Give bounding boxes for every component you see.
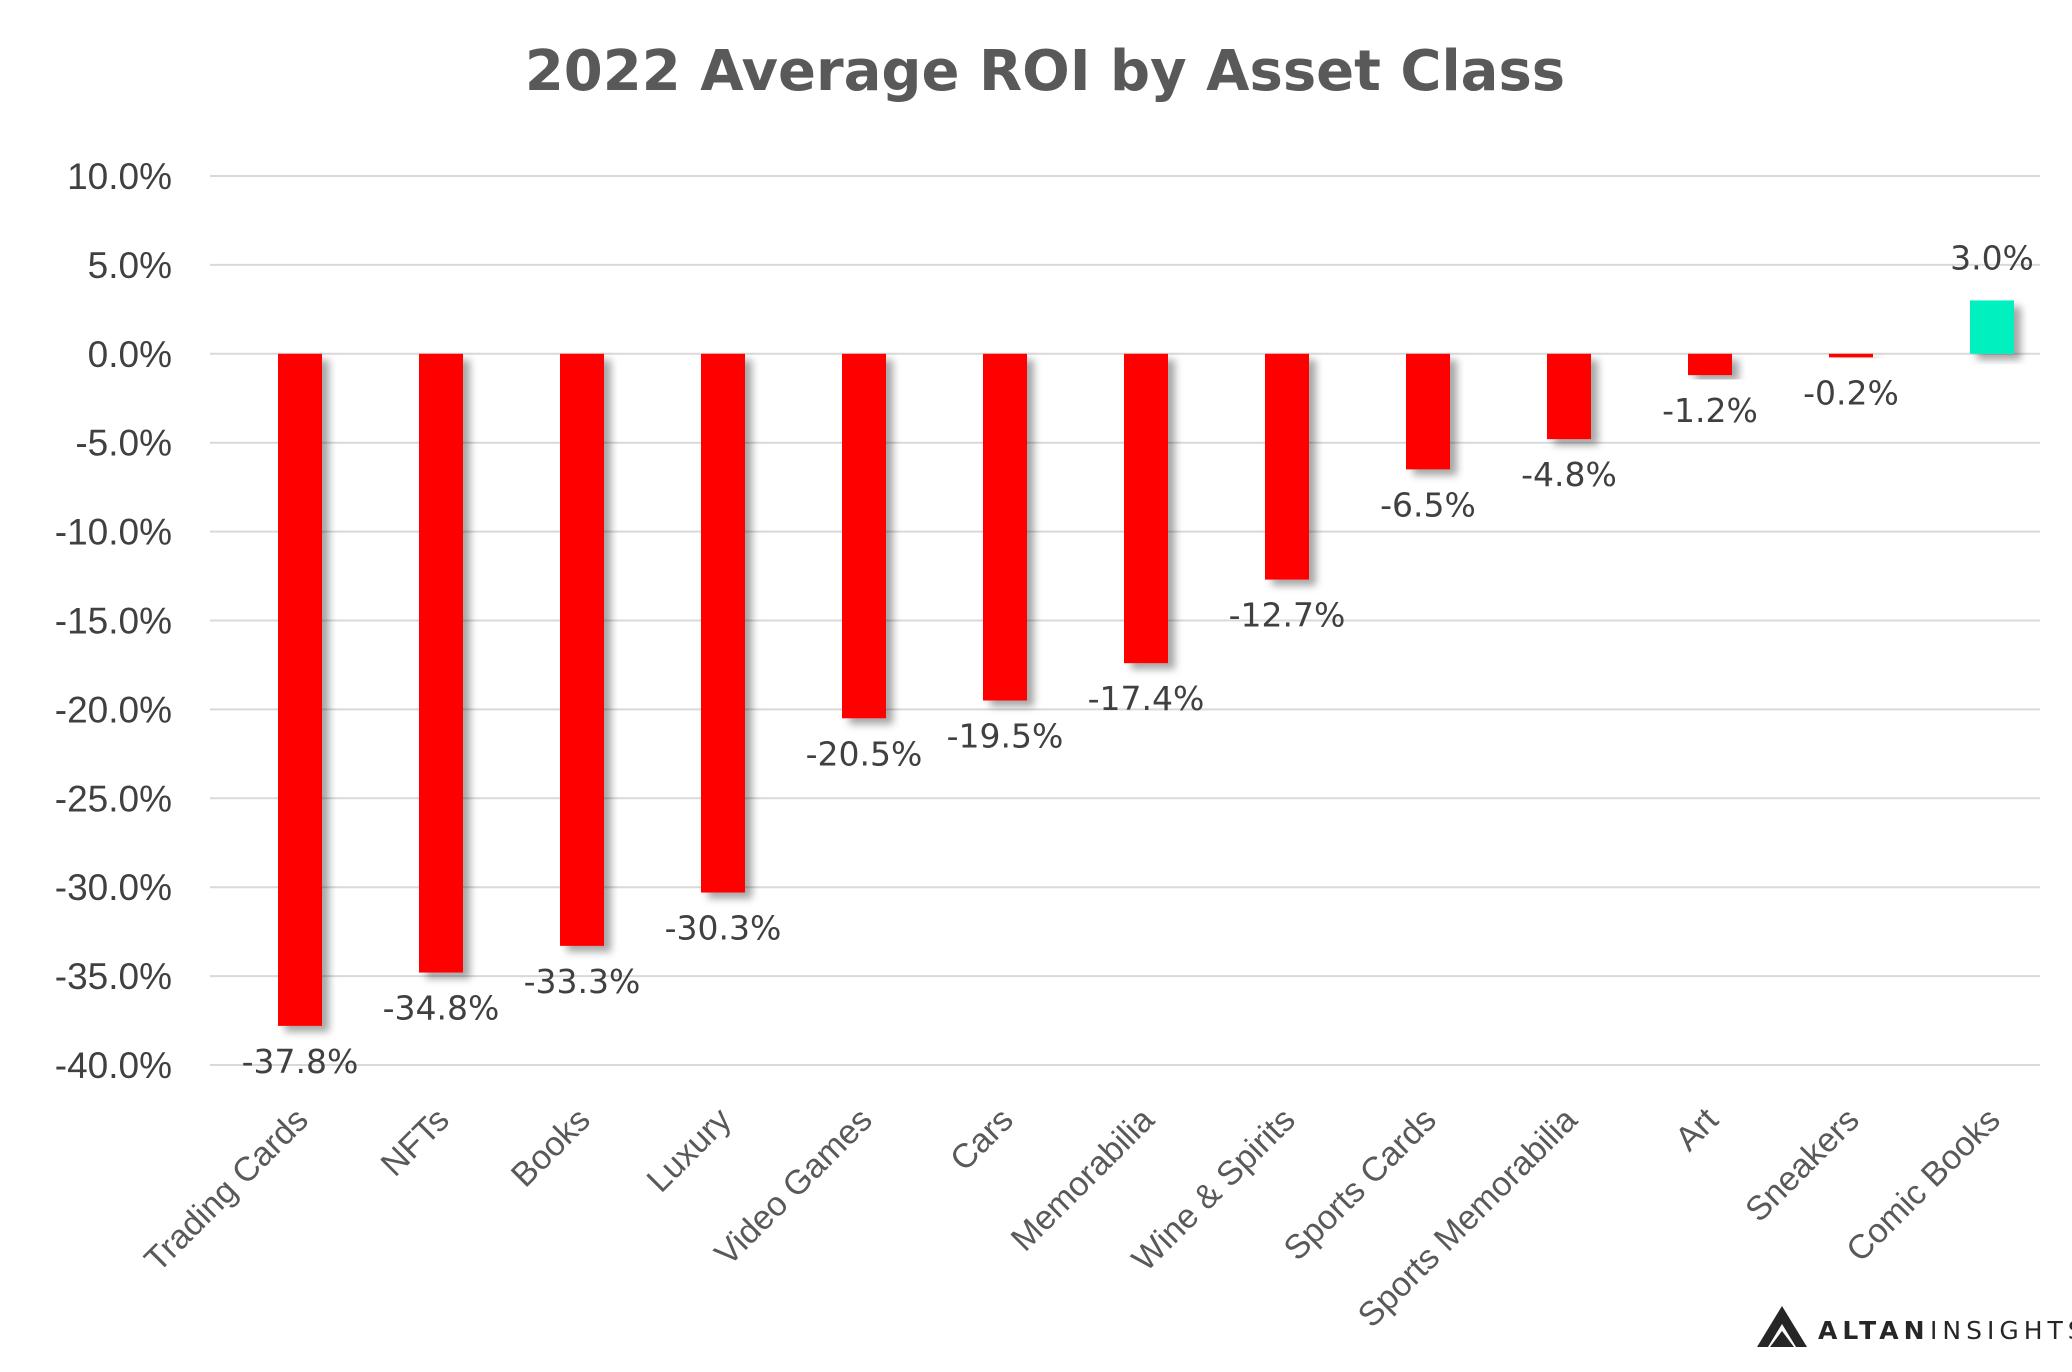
data-label: -33.3%: [524, 962, 641, 1001]
x-tick-label: Books: [504, 1101, 598, 1195]
bar: [983, 353, 1027, 701]
data-label: -20.5%: [806, 734, 923, 773]
bar: [1124, 353, 1168, 664]
y-tick-label: 0.0%: [88, 334, 172, 375]
y-tick-label: 10.0%: [67, 156, 172, 197]
bar: [701, 353, 745, 893]
bar: [278, 353, 322, 1026]
data-label: -34.8%: [383, 989, 500, 1028]
brand-name: ALTAN: [1818, 1316, 1930, 1345]
triangle-logo-icon: [1757, 1306, 1807, 1347]
bar: [1970, 300, 2014, 354]
x-tick-label: Trading Cards: [137, 1101, 315, 1279]
data-label: 3.0%: [1950, 238, 2034, 277]
bar: [1688, 353, 1732, 376]
x-tick-label: Memorabilia: [1004, 1101, 1162, 1259]
data-label: -0.2%: [1803, 373, 1899, 412]
brand-sub: INSIGHTS: [1930, 1316, 2072, 1345]
bar: [1265, 353, 1309, 580]
data-label: -1.2%: [1662, 391, 1758, 430]
y-tick-label: -35.0%: [55, 956, 172, 997]
y-tick-label: -30.0%: [55, 867, 172, 908]
data-label: -12.7%: [1229, 596, 1346, 635]
chart-title: 2022 Average ROI by Asset Class: [525, 39, 1565, 104]
y-axis-tick-labels: 10.0% 5.0% 0.0% -5.0% -10.0% -15.0% -20.0% -25.…: [55, 156, 172, 1086]
y-tick-label: -15.0%: [55, 601, 172, 642]
data-label: -37.8%: [242, 1042, 359, 1081]
y-tick-label: -10.0%: [55, 512, 172, 553]
bar: [419, 353, 463, 973]
data-label: -30.3%: [665, 909, 782, 948]
bar: [1547, 353, 1591, 440]
y-tick-label: -25.0%: [55, 778, 172, 819]
x-tick-label: Art: [1668, 1100, 1726, 1158]
data-label: -17.4%: [1088, 679, 1205, 718]
data-labels: -37.8% -34.8% -33.3% -30.3% -20.5% -19.5% -17.…: [242, 238, 2034, 1080]
bars: [278, 300, 2014, 1026]
x-tick-label: Sneakers: [1738, 1101, 1866, 1229]
data-label: -6.5%: [1380, 485, 1476, 524]
bar: [1829, 353, 1873, 358]
data-label: -19.5%: [947, 717, 1064, 756]
data-label: -4.8%: [1521, 455, 1617, 494]
bar: [560, 353, 604, 946]
x-tick-label: NFTs: [374, 1101, 457, 1184]
bar: [1406, 353, 1450, 470]
brand-logo: ALTAN INSIGHTS: [1757, 1306, 2072, 1347]
bar: [842, 353, 886, 719]
y-tick-label: -5.0%: [75, 423, 172, 464]
x-tick-label: Cars: [943, 1101, 1021, 1179]
x-tick-label: Luxury: [640, 1101, 739, 1200]
y-tick-label: 5.0%: [88, 245, 172, 286]
y-tick-label: -20.0%: [55, 689, 172, 730]
y-tick-label: -40.0%: [55, 1045, 172, 1086]
